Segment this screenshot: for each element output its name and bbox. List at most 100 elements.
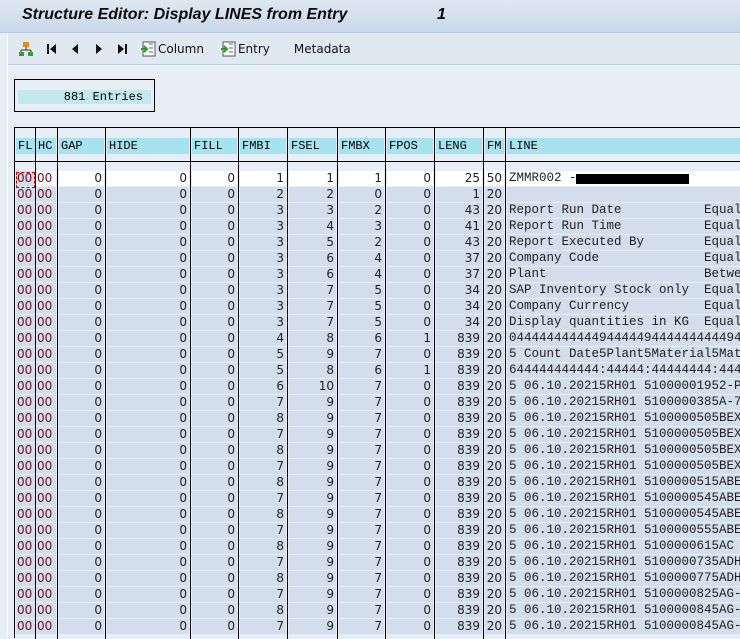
cell-fm[interactable]: 20 bbox=[485, 331, 504, 346]
cell-fsel[interactable]: 7 bbox=[289, 315, 336, 330]
cell-fl[interactable]: 00 bbox=[16, 347, 35, 362]
cell-fill[interactable]: 0 bbox=[192, 187, 237, 202]
cell-fm[interactable]: 20 bbox=[485, 603, 504, 618]
cell-fmbi[interactable]: 8 bbox=[240, 603, 286, 618]
cell-fm[interactable]: 20 bbox=[485, 411, 504, 426]
cell-hide[interactable]: 0 bbox=[107, 363, 189, 378]
cell-hc[interactable]: 00 bbox=[36, 427, 56, 442]
cell-hide[interactable]: 0 bbox=[107, 203, 189, 218]
cell-gap[interactable]: 0 bbox=[59, 171, 104, 186]
cell-fill[interactable]: 0 bbox=[192, 251, 237, 266]
cell-line[interactable]: 5 06.10.20215RH01 5100000505BEX bbox=[507, 443, 740, 458]
cell-fpos[interactable]: 0 bbox=[387, 459, 433, 474]
column-header-fm[interactable]: FM bbox=[485, 138, 504, 154]
cell-fill[interactable]: 0 bbox=[192, 539, 237, 554]
cell-gap[interactable]: 0 bbox=[59, 251, 104, 266]
cell-fsel[interactable]: 9 bbox=[289, 507, 336, 522]
cell-fm[interactable]: 20 bbox=[485, 443, 504, 458]
cell-hide[interactable]: 0 bbox=[107, 475, 189, 490]
previous-page-button[interactable] bbox=[70, 43, 80, 55]
cell-fmbi[interactable]: 2 bbox=[240, 187, 286, 202]
cell-fmbi[interactable]: 7 bbox=[240, 619, 286, 634]
cell-hide[interactable]: 0 bbox=[107, 379, 189, 394]
cell-hc[interactable]: 00 bbox=[36, 395, 56, 410]
cell-line[interactable]: Company Currency Equal bbox=[507, 299, 740, 314]
cell-fm[interactable]: 20 bbox=[485, 555, 504, 570]
cell-fpos[interactable]: 0 bbox=[387, 491, 433, 506]
cell-leng[interactable]: 839 bbox=[436, 379, 482, 394]
cell-line[interactable]: 5 06.10.20215RH01 5100000735ADHE bbox=[507, 555, 740, 570]
cell-fmbx[interactable]: 6 bbox=[339, 331, 384, 346]
cell-fill[interactable]: 0 bbox=[192, 523, 237, 538]
cell-gap[interactable]: 0 bbox=[59, 395, 104, 410]
cell-hc[interactable]: 00 bbox=[36, 539, 56, 554]
cell-fm[interactable]: 20 bbox=[485, 427, 504, 442]
cell-hc[interactable]: 00 bbox=[36, 459, 56, 474]
cell-fmbx[interactable]: 7 bbox=[339, 475, 384, 490]
cell-fsel[interactable]: 8 bbox=[289, 363, 336, 378]
cell-fpos[interactable]: 0 bbox=[387, 587, 433, 602]
cell-fmbx[interactable]: 5 bbox=[339, 315, 384, 330]
cell-line[interactable]: Display quantities in KG Equal bbox=[507, 315, 740, 330]
cell-fl[interactable]: 00 bbox=[16, 267, 35, 282]
cell-line[interactable]: 5 Count Date5Plant5Material5Mate bbox=[507, 347, 740, 362]
cell-fsel[interactable]: 3 bbox=[289, 203, 336, 218]
cell-fm[interactable]: 20 bbox=[485, 459, 504, 474]
cell-fmbi[interactable]: 7 bbox=[240, 523, 286, 538]
column-header-leng[interactable]: LENG bbox=[436, 138, 482, 154]
cell-hide[interactable]: 0 bbox=[107, 171, 189, 186]
cell-fm[interactable]: 20 bbox=[485, 619, 504, 634]
cell-fl[interactable]: 00 bbox=[16, 235, 35, 250]
cell-fpos[interactable]: 0 bbox=[387, 299, 433, 314]
cell-fmbx[interactable]: 2 bbox=[339, 235, 384, 250]
cell-fpos[interactable]: 0 bbox=[387, 267, 433, 282]
cell-hide[interactable]: 0 bbox=[107, 427, 189, 442]
cell-fpos[interactable]: 0 bbox=[387, 411, 433, 426]
cell-fpos[interactable]: 0 bbox=[387, 283, 433, 298]
cell-fsel[interactable]: 9 bbox=[289, 475, 336, 490]
cell-fm[interactable]: 20 bbox=[485, 539, 504, 554]
cell-fill[interactable]: 0 bbox=[192, 587, 237, 602]
cell-fmbx[interactable]: 7 bbox=[339, 523, 384, 538]
cell-hc[interactable]: 00 bbox=[36, 171, 56, 186]
cell-hc[interactable]: 00 bbox=[36, 587, 56, 602]
cell-leng[interactable]: 37 bbox=[436, 251, 482, 266]
column-button[interactable]: Column bbox=[140, 41, 204, 57]
cell-fill[interactable]: 0 bbox=[192, 363, 237, 378]
cell-leng[interactable]: 839 bbox=[436, 555, 482, 570]
cell-fmbx[interactable]: 1 bbox=[339, 171, 384, 186]
cell-fm[interactable]: 20 bbox=[485, 203, 504, 218]
cell-line[interactable]: Report Run Date Equal bbox=[507, 203, 740, 218]
cell-hc[interactable]: 00 bbox=[36, 523, 56, 538]
cell-fl[interactable]: 00 bbox=[16, 443, 35, 458]
hierarchy-button[interactable] bbox=[18, 41, 34, 57]
cell-fmbx[interactable]: 7 bbox=[339, 491, 384, 506]
cell-fl[interactable]: 00 bbox=[16, 619, 35, 634]
cell-fmbx[interactable]: 7 bbox=[339, 395, 384, 410]
cell-leng[interactable]: 839 bbox=[436, 507, 482, 522]
cell-hide[interactable]: 0 bbox=[107, 459, 189, 474]
cell-fpos[interactable]: 0 bbox=[387, 395, 433, 410]
cell-fpos[interactable]: 0 bbox=[387, 315, 433, 330]
cell-line[interactable]: Report Run Time Equal bbox=[507, 219, 740, 234]
cell-fill[interactable]: 0 bbox=[192, 459, 237, 474]
cell-fpos[interactable]: 0 bbox=[387, 187, 433, 202]
cell-gap[interactable]: 0 bbox=[59, 523, 104, 538]
cell-fpos[interactable]: 0 bbox=[387, 203, 433, 218]
cell-leng[interactable]: 839 bbox=[436, 475, 482, 490]
cell-gap[interactable]: 0 bbox=[59, 411, 104, 426]
cell-hide[interactable]: 0 bbox=[107, 507, 189, 522]
cell-fmbx[interactable]: 7 bbox=[339, 379, 384, 394]
cell-fsel[interactable]: 7 bbox=[289, 283, 336, 298]
cell-hc[interactable]: 00 bbox=[36, 379, 56, 394]
cell-fmbi[interactable]: 1 bbox=[240, 171, 286, 186]
cell-gap[interactable]: 0 bbox=[59, 283, 104, 298]
column-header-fl[interactable]: FL bbox=[16, 138, 35, 154]
cell-line[interactable]: 5 06.10.20215RH01 5100000505BEX bbox=[507, 459, 740, 474]
cell-fm[interactable]: 20 bbox=[485, 395, 504, 410]
cell-line[interactable]: 5 06.10.20215RH01 5100000845AG-R bbox=[507, 619, 740, 634]
cell-fsel[interactable]: 9 bbox=[289, 619, 336, 634]
cell-leng[interactable]: 34 bbox=[436, 299, 482, 314]
cell-hc[interactable]: 00 bbox=[36, 299, 56, 314]
cell-hide[interactable]: 0 bbox=[107, 267, 189, 282]
